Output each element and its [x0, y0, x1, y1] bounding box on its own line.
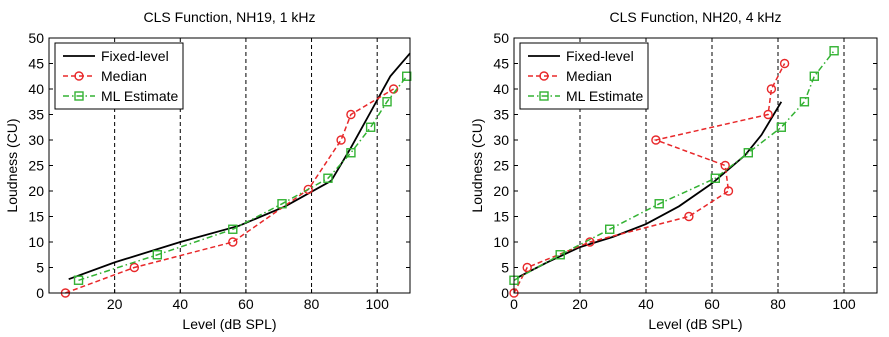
legend-marker [74, 91, 84, 101]
x-tick-label: 60 [704, 296, 720, 312]
data-point [684, 211, 694, 222]
chart-panel-nh20: 0 5 10 15 20 25 30 35 40 45 50 0 20 40 60 80 100 CLS Func… [469, 9, 878, 332]
series-line [513, 50, 835, 281]
data-point [763, 109, 773, 120]
y-tick-label: 25 [493, 158, 509, 174]
x-tick-label: 20 [572, 296, 588, 312]
x-tick-label: 60 [238, 296, 254, 312]
y-tick-label: 10 [493, 234, 509, 250]
legend: Fixed-level Median ML Estimate [54, 42, 184, 110]
y-tick-label: 30 [493, 132, 509, 148]
data-point [346, 148, 356, 158]
data-point [605, 224, 615, 234]
data-point [654, 199, 664, 209]
data-point [829, 46, 839, 56]
y-tick-label: 50 [493, 30, 509, 46]
x-tick-label: 100 [832, 296, 856, 312]
data-point [336, 135, 346, 145]
y-tick-label: 0 [501, 285, 509, 301]
x-tick-label: 40 [638, 296, 654, 312]
x-tick-label: 100 [366, 296, 390, 312]
legend-box [519, 42, 649, 110]
legend-label: Median [566, 68, 612, 84]
y-axis-label: Loudness (CU) [469, 118, 485, 212]
data-point [73, 275, 84, 285]
y-tick-label: 20 [493, 183, 509, 199]
legend-label: Fixed-level [101, 48, 169, 64]
y-tick-label: 15 [28, 209, 44, 225]
series-line [513, 63, 786, 294]
data-point [365, 122, 376, 132]
data-point [723, 186, 734, 196]
data-point [766, 84, 777, 94]
y-tick-label: 20 [28, 183, 44, 199]
x-tick-label: 80 [304, 296, 320, 312]
y-tick-label: 15 [493, 209, 509, 225]
y-tick-label: 35 [493, 107, 509, 123]
data-point [303, 184, 313, 195]
legend-box [54, 42, 184, 110]
data-point [152, 250, 163, 260]
x-axis-label: Level (dB SPL) [648, 316, 742, 332]
y-tick-label: 45 [493, 56, 509, 72]
y-tick-label: 40 [28, 81, 44, 97]
data-point [277, 199, 287, 209]
x-tick-label: 0 [510, 296, 518, 312]
y-tick-label: 30 [28, 132, 44, 148]
chart-title: CLS Function, NH19, 1 kHz [144, 9, 316, 25]
y-tick-label: 5 [36, 260, 44, 276]
legend-marker [539, 91, 549, 101]
data-point [402, 71, 412, 81]
data-point [228, 237, 238, 247]
y-tick-label: 0 [36, 285, 44, 301]
chart-panel-nh19: 0 5 10 15 20 25 30 35 40 45 50 20 40 60 80 100 CLS Funct… [4, 9, 412, 332]
data-point [522, 262, 532, 273]
legend-label: ML Estimate [566, 88, 643, 104]
data-point [555, 250, 565, 260]
legend: Fixed-level Median ML Estimate [519, 42, 649, 110]
data-point [776, 122, 786, 132]
data-point [651, 135, 661, 145]
data-point [382, 97, 392, 107]
data-point [129, 262, 140, 273]
legend-label: ML Estimate [101, 88, 178, 104]
data-point [323, 173, 333, 183]
series-fixed-level [516, 101, 783, 279]
series-line [516, 101, 783, 279]
data-point [809, 71, 819, 81]
legend-label: Median [101, 68, 147, 84]
legend-marker [74, 71, 84, 81]
x-tick-label: 20 [107, 296, 123, 312]
x-axis-label: Level (dB SPL) [182, 316, 276, 332]
data-point [228, 224, 238, 234]
data-point [710, 173, 720, 183]
y-tick-label: 35 [28, 107, 44, 123]
y-tick-label: 5 [501, 260, 509, 276]
series-ml-estimate [509, 46, 839, 285]
legend-marker [539, 71, 549, 81]
series-ml-estimate [73, 71, 412, 285]
chart-title: CLS Function, NH20, 4 kHz [610, 9, 782, 25]
y-tick-label: 40 [493, 81, 509, 97]
y-tick-label: 45 [28, 56, 44, 72]
x-tick-label: 80 [770, 296, 786, 312]
data-point [799, 97, 810, 107]
data-point [743, 148, 753, 158]
y-axis-label: Loudness (CU) [4, 118, 20, 212]
x-tick-label: 40 [172, 296, 188, 312]
legend-label: Fixed-level [566, 48, 634, 64]
y-tick-label: 25 [28, 158, 44, 174]
data-point [779, 58, 790, 69]
series-median [509, 58, 790, 298]
series-line [78, 75, 408, 282]
data-point [346, 109, 356, 120]
y-tick-label: 50 [28, 30, 44, 46]
y-tick-label: 10 [28, 234, 44, 250]
data-point [720, 160, 730, 171]
